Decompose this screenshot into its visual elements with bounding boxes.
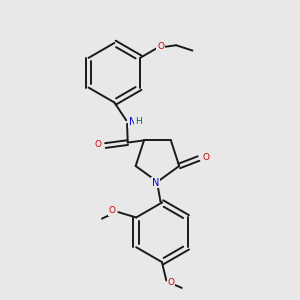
Text: O: O [94, 140, 101, 149]
Text: H: H [135, 117, 142, 126]
Text: O: O [108, 206, 115, 215]
Text: N: N [129, 117, 136, 127]
Text: O: O [157, 42, 164, 51]
Text: O: O [167, 278, 174, 287]
Text: O: O [203, 153, 210, 162]
Text: N: N [152, 178, 160, 188]
